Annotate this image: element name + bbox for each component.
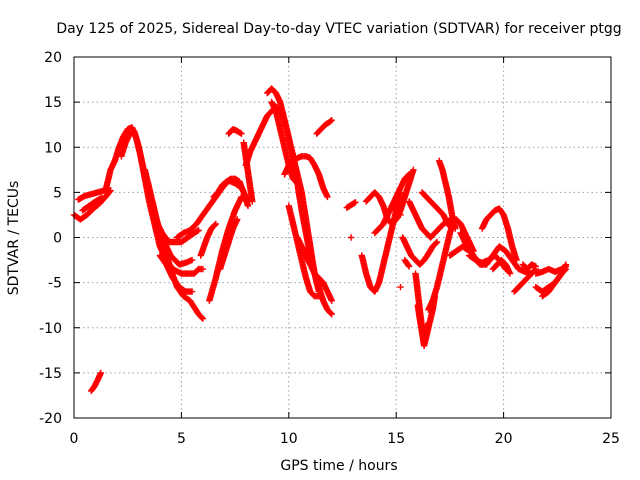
y-tick-label: -15 [39,366,62,382]
data-point [198,314,206,321]
data-point [188,256,196,264]
data-point [238,130,245,137]
axis-ticks: 0 5 10 15 20 25 -20 -15 -10 -5 0 5 10 15 20 [39,50,620,447]
y-tick-label: -5 [48,276,62,292]
data-point [397,211,404,219]
data-point [328,311,335,318]
x-tick-label: 0 [70,431,79,447]
data-point [294,180,301,187]
y-tick-label: 20 [44,50,62,66]
grid [74,57,611,418]
x-tick-label: 10 [280,431,298,447]
y-tick-label: 15 [44,95,62,111]
data-point [212,220,219,228]
data-point [405,172,412,179]
data-point [561,266,569,274]
data-point [211,221,219,229]
data-point [396,210,403,218]
x-tick-label: 25 [602,431,620,447]
data-point [328,117,335,124]
data-points [70,85,570,395]
data-point [293,179,300,186]
data-point [249,198,256,205]
y-tick-label: 10 [44,140,62,156]
plot-frame [73,56,612,419]
data-point [532,263,539,270]
data-point [352,199,359,206]
y-tick-label: 5 [53,185,62,201]
data-point [506,270,514,277]
data-point [97,369,104,377]
data-point [347,234,355,241]
data-point [452,225,459,232]
y-tick-label: -10 [39,321,62,337]
data-point [98,194,106,201]
data-point [513,256,520,264]
data-point [410,166,417,173]
x-tick-label: 5 [177,431,186,447]
data-point [405,171,413,178]
data-point [315,293,323,300]
y-tick-label: -20 [39,411,62,427]
data-point [328,297,335,304]
data-point [199,265,207,273]
x-tick-label: 20 [495,431,513,447]
chart-title: Day 125 of 2025, Sidereal Day-to-day VTE… [56,21,621,37]
data-point [234,216,241,223]
data-point [324,193,331,201]
data-point [195,227,202,234]
data-point [433,238,441,246]
data-point [188,288,196,295]
x-axis-label: GPS time / hours [280,458,397,474]
data-point [327,310,335,317]
data-point [405,263,413,270]
data-point [433,239,440,247]
y-axis-label: SDTVAR / TECUs [6,181,22,296]
data-point [327,117,334,125]
data-point [562,265,570,273]
y-tick-label: 0 [53,231,62,247]
data-point [199,315,207,322]
data-point [397,283,404,291]
x-tick-label: 15 [387,431,405,447]
